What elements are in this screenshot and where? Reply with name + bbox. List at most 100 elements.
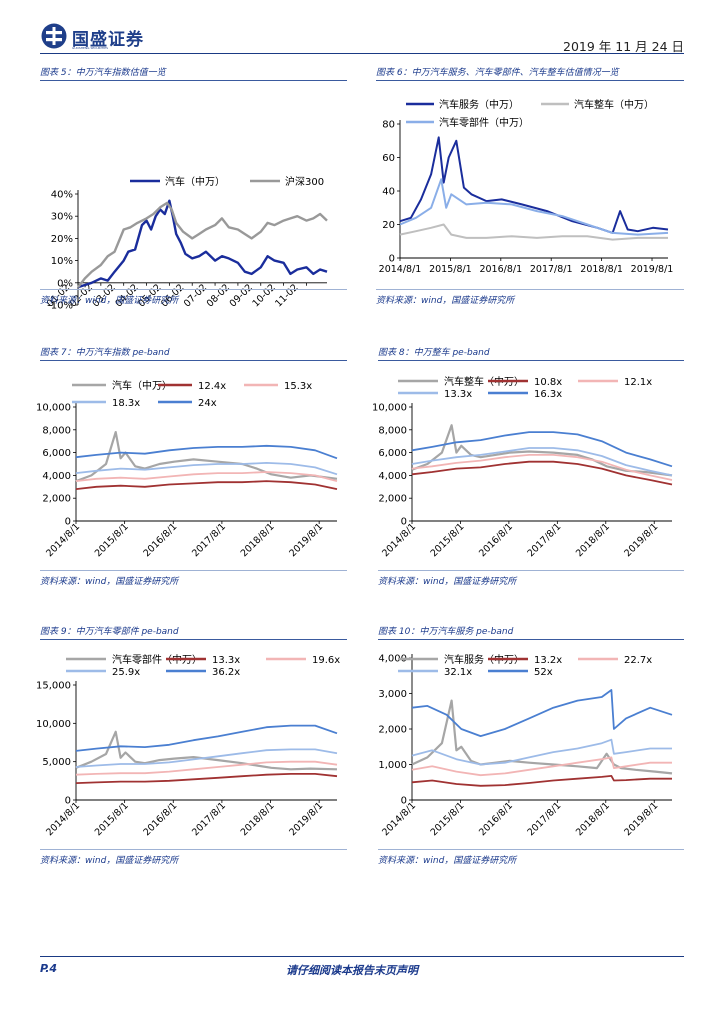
legend-label: 汽车零部件（中万）	[112, 653, 202, 666]
legend-label: 13.3x	[444, 389, 472, 400]
x-tick-label: 07-02	[182, 282, 209, 309]
figure-9-chart: 0 5,000 10,000 15,000 2014/8/1 2015/8/1 2016/8…	[36, 653, 340, 838]
y-tick-label: 0%	[57, 278, 73, 289]
y-tick-label: 6,000	[378, 448, 407, 459]
x-tick-label: 2018/8/1	[239, 521, 277, 559]
series-line	[411, 431, 673, 468]
x-tick-label: 2019/8/1	[631, 264, 674, 275]
y-tick-label: 10,000	[36, 719, 71, 730]
brand-name: 国盛证券	[72, 30, 144, 50]
y-tick-label: 15,000	[36, 681, 71, 692]
x-tick-label: 2014/8/1	[44, 521, 82, 559]
x-tick-label: 2016/8/1	[477, 521, 515, 559]
series-line	[75, 480, 338, 490]
figure-caption: 图表 8：中万整车 pe-band	[378, 348, 490, 358]
y-tick-label: 30%	[51, 212, 73, 223]
x-tick-label: 2016/8/1	[141, 521, 179, 559]
x-tick-label: 2019/8/1	[287, 800, 325, 838]
source-divider	[40, 289, 347, 290]
series-line	[75, 462, 338, 476]
y-tick-label: 5,000	[42, 757, 71, 768]
legend-label: 10.8x	[534, 377, 562, 388]
figure-source: 资料来源：wind，国盛证券研究所	[40, 856, 179, 866]
legend-label: 13.3x	[212, 655, 240, 666]
x-tick-label: 2018/8/1	[574, 800, 612, 838]
series-line	[77, 201, 328, 288]
y-tick-label: 4,000	[42, 471, 71, 482]
legend-label: 汽车（中万）	[165, 175, 225, 188]
legend-label: 18.3x	[112, 398, 140, 409]
figure-source: 资料来源：wind，国盛证券研究所	[40, 296, 179, 306]
figure-caption: 图表 5：中万汽车指数估值一览	[40, 68, 166, 78]
y-tick-label: 0	[65, 796, 71, 807]
legend-label: 汽车（中万）	[112, 379, 172, 392]
series-line	[75, 772, 338, 784]
legend-label: 36.2x	[212, 667, 240, 678]
figure-source: 资料来源：wind，国盛证券研究所	[378, 856, 517, 866]
source-divider	[378, 849, 684, 850]
legend-label: 沪深300	[285, 175, 324, 188]
series-line	[75, 471, 338, 482]
x-tick-label: 2019/8/1	[622, 521, 660, 559]
x-tick-label: 2014/8/1	[380, 800, 418, 838]
y-tick-label: 0	[65, 517, 71, 528]
footer-disclaimer: 请仔细阅读本报告末页声明	[286, 964, 418, 977]
x-tick-label: 2015/8/1	[93, 521, 131, 559]
y-tick-label: 2,000	[378, 725, 407, 736]
y-tick-label: 2,000	[378, 494, 407, 505]
x-tick-label: 2017/8/1	[190, 521, 228, 559]
figure-caption: 图表 10：中万汽车服务 pe-band	[378, 627, 514, 637]
figure-caption: 图表 9：中万汽车零部件 pe-band	[40, 627, 179, 637]
x-tick-label: 2014/8/1	[44, 800, 82, 838]
series-line	[411, 774, 672, 787]
x-tick-label: 08-02	[205, 282, 232, 309]
figure-8-panel: 图表 8：中万整车 pe-band 0 2,000 4,000 6,000 8,000 1…	[372, 345, 684, 590]
y-tick-label: 10,000	[372, 403, 407, 414]
x-tick-label: 2015/8/1	[429, 800, 467, 838]
figure-7-panel: 图表 7：中万汽车指数 pe-band 0 2,000 4,000 6,000 8,00…	[36, 345, 347, 590]
series-line	[77, 199, 328, 289]
y-tick-label: 4,000	[378, 471, 407, 482]
x-tick-label: 2017/8/1	[526, 800, 564, 838]
figure-5-panel: 图表 5：中万汽车指数估值一览 -10% 0% 10% 20% 30% 40% 01-02 0…	[40, 65, 347, 312]
y-tick-label: 4,000	[378, 654, 407, 665]
x-tick-label: 10-02	[250, 282, 277, 309]
legend-label: 16.3x	[534, 389, 562, 400]
y-tick-label: 10%	[51, 256, 73, 267]
y-tick-label: 0	[401, 517, 407, 528]
legend-label: 19.6x	[312, 655, 340, 666]
x-tick-label: 2015/8/1	[429, 521, 467, 559]
series-line	[399, 136, 669, 234]
figure-5-chart: -10%0%10%20%30%40%01-0202-0203-0204-0205…	[45, 175, 328, 312]
series-line	[75, 430, 338, 483]
series-line	[411, 447, 673, 477]
y-tick-label: 20	[382, 220, 395, 231]
caption-divider	[40, 360, 347, 361]
figure-8-chart: 0 2,000 4,000 6,000 8,000 10,000 2014/8/1 2015/…	[372, 375, 673, 559]
report-date: 2019 年 11 月 24 日	[563, 39, 684, 54]
y-tick-label: 80	[382, 120, 395, 131]
figure-source: 资料来源：wind，国盛证券研究所	[376, 296, 515, 306]
x-tick-label: 2015/8/1	[429, 264, 472, 275]
figure-caption: 图表 6：中万汽车服务、汽车零部件、汽车整车估值情况一览	[376, 68, 619, 78]
y-tick-label: 6,000	[42, 448, 71, 459]
legend-label: 12.1x	[624, 377, 652, 388]
legend-label: 汽车服务（中万）	[444, 653, 524, 666]
y-tick-label: 8,000	[378, 425, 407, 436]
legend-label: 汽车整车（中万）	[574, 98, 654, 111]
figure-6-chart: 0 20 40 60 80 2014/8/1 2015/8/1 2016/8/1 2017/8/…	[379, 98, 674, 275]
x-tick-label: 2018/8/1	[580, 264, 623, 275]
x-tick-label: 2016/8/1	[477, 800, 515, 838]
x-tick-label: 11-02	[273, 282, 300, 309]
x-tick-label: 2019/8/1	[622, 800, 660, 838]
x-tick-label: 2018/8/1	[239, 800, 277, 838]
caption-divider	[40, 639, 347, 640]
y-tick-label: 8,000	[42, 425, 71, 436]
y-tick-label: 2,000	[42, 494, 71, 505]
x-tick-label: 2018/8/1	[574, 521, 612, 559]
footer-divider	[40, 956, 684, 957]
figure-6-panel: 图表 6：中万汽车服务、汽车零部件、汽车整车估值情况一览 0 20 40 60 80 20…	[376, 65, 684, 310]
figure-source: 资料来源：wind，国盛证券研究所	[40, 577, 179, 587]
brand-subtitle: GUOSHENG SECURITIES	[72, 46, 109, 50]
x-tick-label: 2019/8/1	[287, 521, 325, 559]
